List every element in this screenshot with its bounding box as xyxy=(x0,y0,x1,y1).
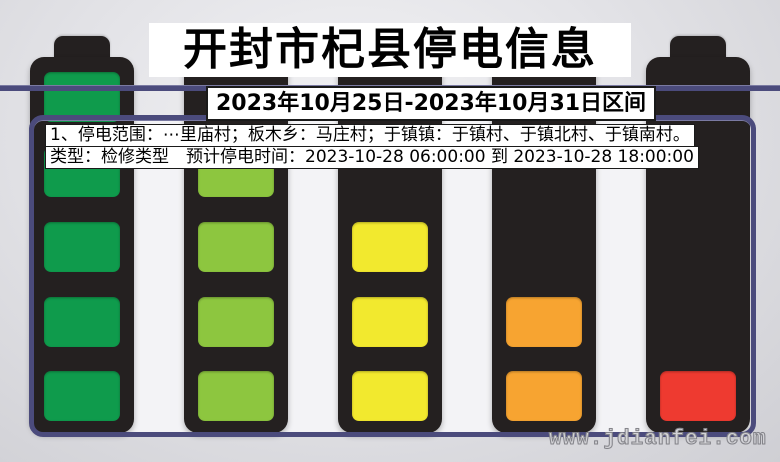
battery-bar xyxy=(660,371,736,421)
battery-bar xyxy=(506,297,582,347)
battery-bar xyxy=(44,72,120,122)
battery-bar xyxy=(44,371,120,421)
date-range-badge: 2023年10月25日-2023年10月31日区间 xyxy=(206,86,657,121)
outage-type-time-text: 类型：检修类型 预计停电时间：2023-10-28 06:00:00 到 202… xyxy=(50,147,694,167)
battery-bar xyxy=(352,222,428,272)
page-title: 开封市杞县停电信息 xyxy=(183,24,597,75)
battery-bar xyxy=(352,371,428,421)
battery-bar xyxy=(352,297,428,347)
outage-scope-text: 1、停电范围：⋯里庙村；板木乡：马庄村；于镇镇：于镇村、于镇北村、于镇南村。 xyxy=(50,125,690,145)
battery-bar xyxy=(44,297,120,347)
battery-bar xyxy=(198,371,274,421)
watermark-text: www.jdianfei.com xyxy=(549,428,767,452)
outage-info-line-2: 类型：检修类型 预计停电时间：2023-10-28 06:00:00 到 202… xyxy=(45,146,699,169)
battery-bar xyxy=(506,371,582,421)
date-range-text: 2023年10月25日-2023年10月31日区间 xyxy=(216,91,647,116)
title-box: 开封市杞县停电信息 xyxy=(149,23,631,77)
outage-info-line-1: 1、停电范围：⋯里庙村；板木乡：马庄村；于镇镇：于镇村、于镇北村、于镇南村。 xyxy=(45,124,695,147)
battery-bar xyxy=(198,297,274,347)
battery-bar xyxy=(44,222,120,272)
battery-bar xyxy=(198,222,274,272)
